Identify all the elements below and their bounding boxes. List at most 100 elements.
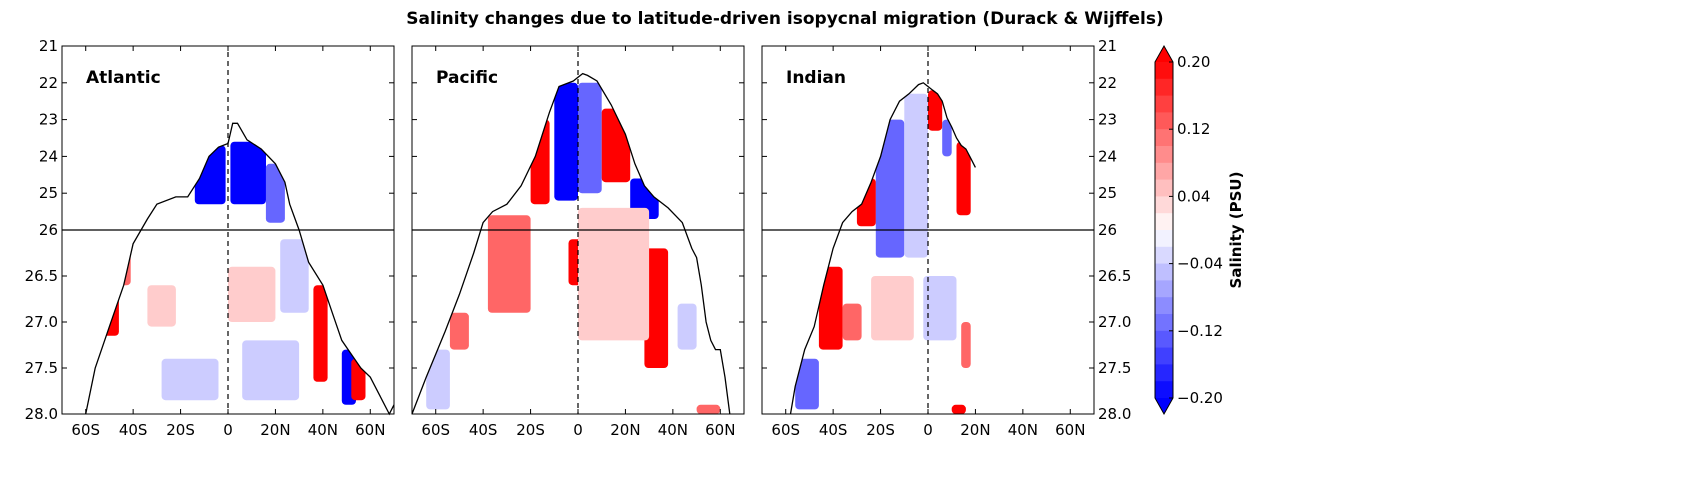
colorbar-bin — [1155, 95, 1173, 113]
y-tick-label: 25 — [39, 184, 58, 202]
x-tick-label: 60S — [771, 421, 800, 439]
anomaly-patch — [942, 119, 952, 157]
panel-label: Pacific — [436, 68, 498, 88]
anomaly-patch — [928, 90, 943, 131]
anomaly-patch — [449, 312, 469, 350]
y-tick-label: 21 — [1098, 37, 1117, 55]
x-tick-label: 0 — [923, 421, 933, 439]
colorbar-bin — [1155, 230, 1173, 248]
y-tick-label: 27.0 — [1098, 313, 1131, 331]
surface-outcrop-line — [411, 72, 731, 415]
x-tick-label: 40S — [819, 421, 848, 439]
colorbar-bin — [1155, 196, 1173, 214]
colorbar-bin — [1155, 347, 1173, 365]
anomaly-patch — [601, 108, 631, 183]
y-tick-label: 22 — [39, 74, 58, 92]
anomaly-patch — [530, 119, 550, 205]
anomaly-patch — [856, 178, 876, 227]
colorbar-tick-label: 0.20 — [1177, 53, 1210, 71]
y-tick-label: 28.0 — [1098, 405, 1131, 423]
surface-outcrop-line — [789, 82, 976, 415]
panel-label: Indian — [786, 68, 846, 88]
chart-title: Salinity changes due to latitude-driven … — [406, 9, 1163, 29]
y-tick-label: 21 — [39, 37, 58, 55]
anomaly-patch — [795, 358, 819, 410]
y-tick-label: 27.5 — [1098, 359, 1131, 377]
anomaly-patch — [147, 285, 176, 327]
y-tick-label: 24 — [1098, 147, 1117, 165]
colorbar-bin — [1155, 246, 1173, 264]
panels: Atlantic 60S 40S 20S 0 20N 40N 60N 21 22 23 24 25 26 2… — [25, 37, 1132, 439]
colorbar-bin — [1155, 213, 1173, 231]
x-tick-label: 40N — [658, 421, 688, 439]
anomaly-patch — [194, 145, 226, 205]
anomaly-patch — [696, 404, 721, 414]
y-tick-label: 27.5 — [25, 359, 58, 377]
anomaly-patch — [842, 303, 862, 341]
colorbar-bin — [1155, 330, 1173, 348]
colorbar-tick-label: 0.12 — [1177, 120, 1210, 138]
panel-pacific: Pacific 60S 40S 20S 0 20N 40N 60N — [411, 45, 745, 439]
colorbar-bin — [1155, 129, 1173, 147]
y-tick-label: 26 — [1098, 221, 1117, 239]
y-tick-label: 26.5 — [1098, 267, 1131, 285]
x-tick-label: 60N — [355, 421, 385, 439]
y-tick-label: 23 — [39, 111, 58, 129]
anomaly-patch — [904, 93, 928, 258]
anomaly-patch — [677, 303, 697, 350]
panel-atlantic: Atlantic 60S 40S 20S 0 20N 40N 60N 21 22 23 24 25 26 2… — [25, 37, 395, 439]
anomaly-patch — [923, 276, 957, 341]
anomaly-patch — [578, 82, 602, 194]
anomaly-patch — [426, 349, 450, 410]
colorbar-extend-min — [1155, 398, 1173, 414]
y-tick-label: 25 — [1098, 184, 1117, 202]
x-tick-label: 20S — [166, 421, 195, 439]
colorbar-tick-label: −0.20 — [1177, 389, 1223, 407]
x-tick-label: 60S — [71, 421, 100, 439]
y-tick-label: 22 — [1098, 74, 1117, 92]
anomaly-patch — [875, 119, 905, 258]
anomaly-patch — [554, 82, 578, 201]
colorbar: 0.20 0.12 0.04 −0.04 −0.12 −0.20 Salinity (PSU… — [1154, 44, 1245, 416]
y-tick-label: 23 — [1098, 111, 1117, 129]
x-tick-label: 0 — [573, 421, 583, 439]
anomaly-patch — [487, 215, 531, 313]
panel-indian: Indian 60S 40S 20S 0 20N 40N 60N 21 22 23 24 25 26 26.… — [761, 37, 1131, 439]
anomaly-patch — [951, 404, 966, 414]
anomaly-patch — [280, 239, 309, 313]
colorbar-bin — [1155, 62, 1173, 80]
x-tick-label: 20N — [960, 421, 990, 439]
colorbar-bin — [1155, 364, 1173, 382]
y-tick-label: 28.0 — [25, 405, 58, 423]
anomaly-patch — [956, 141, 971, 216]
x-tick-label: 60N — [1055, 421, 1085, 439]
x-tick-label: 60S — [421, 421, 450, 439]
colorbar-bin — [1155, 297, 1173, 315]
y-tick-label: 24 — [39, 147, 58, 165]
x-tick-label: 0 — [223, 421, 233, 439]
x-tick-label: 60N — [705, 421, 735, 439]
anomaly-patch — [961, 322, 971, 368]
anomaly-field — [795, 90, 971, 414]
anomaly-field — [99, 141, 366, 405]
colorbar-tick-label: −0.04 — [1177, 255, 1223, 273]
anomaly-patch — [228, 266, 276, 322]
y-tick-label: 27.0 — [25, 313, 58, 331]
anomaly-patch — [230, 141, 266, 205]
colorbar-bin — [1155, 263, 1173, 281]
colorbar-bin — [1155, 179, 1173, 197]
x-tick-label: 20S — [516, 421, 545, 439]
colorbar-bin — [1155, 146, 1173, 164]
colorbar-bin — [1155, 78, 1173, 96]
colorbar-tick-label: 0.04 — [1177, 187, 1210, 205]
x-tick-label: 40N — [308, 421, 338, 439]
x-tick-label: 20S — [866, 421, 895, 439]
surface-outcrop-line — [85, 122, 395, 416]
anomaly-patch — [265, 163, 285, 223]
anomaly-patch — [242, 340, 300, 401]
x-tick-label: 40S — [119, 421, 148, 439]
x-tick-label: 20N — [610, 421, 640, 439]
y-tick-label: 26.5 — [25, 267, 58, 285]
colorbar-bin — [1155, 112, 1173, 130]
